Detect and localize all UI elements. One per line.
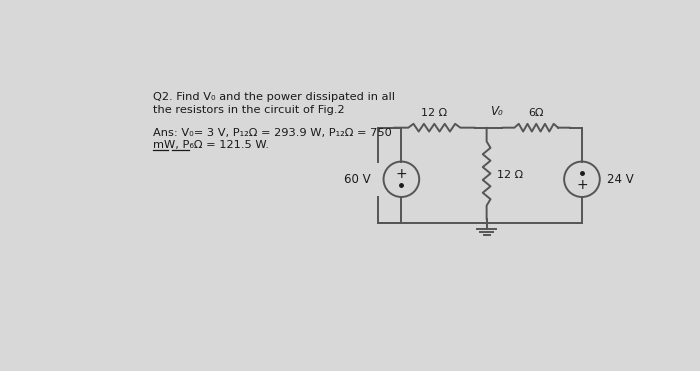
Text: 60 V: 60 V [344,173,370,186]
Text: 12 Ω: 12 Ω [497,170,523,180]
Text: 24 V: 24 V [607,173,634,186]
Text: +: + [395,167,407,181]
Text: Q2. Find V₀ and the power dissipated in all: Q2. Find V₀ and the power dissipated in … [153,92,396,102]
Text: 12 Ω: 12 Ω [421,108,447,118]
Text: mW, P₆Ω = 121.5 W.: mW, P₆Ω = 121.5 W. [153,140,270,150]
Text: Ans: V₀= 3 V, P₁₂Ω = 293.9 W, P₁₂Ω = 750: Ans: V₀= 3 V, P₁₂Ω = 293.9 W, P₁₂Ω = 750 [153,128,392,138]
Text: V₀: V₀ [491,105,503,118]
Text: +: + [576,178,588,193]
Text: the resistors in the circuit of Fig.2: the resistors in the circuit of Fig.2 [153,105,345,115]
Text: 6Ω: 6Ω [528,108,544,118]
